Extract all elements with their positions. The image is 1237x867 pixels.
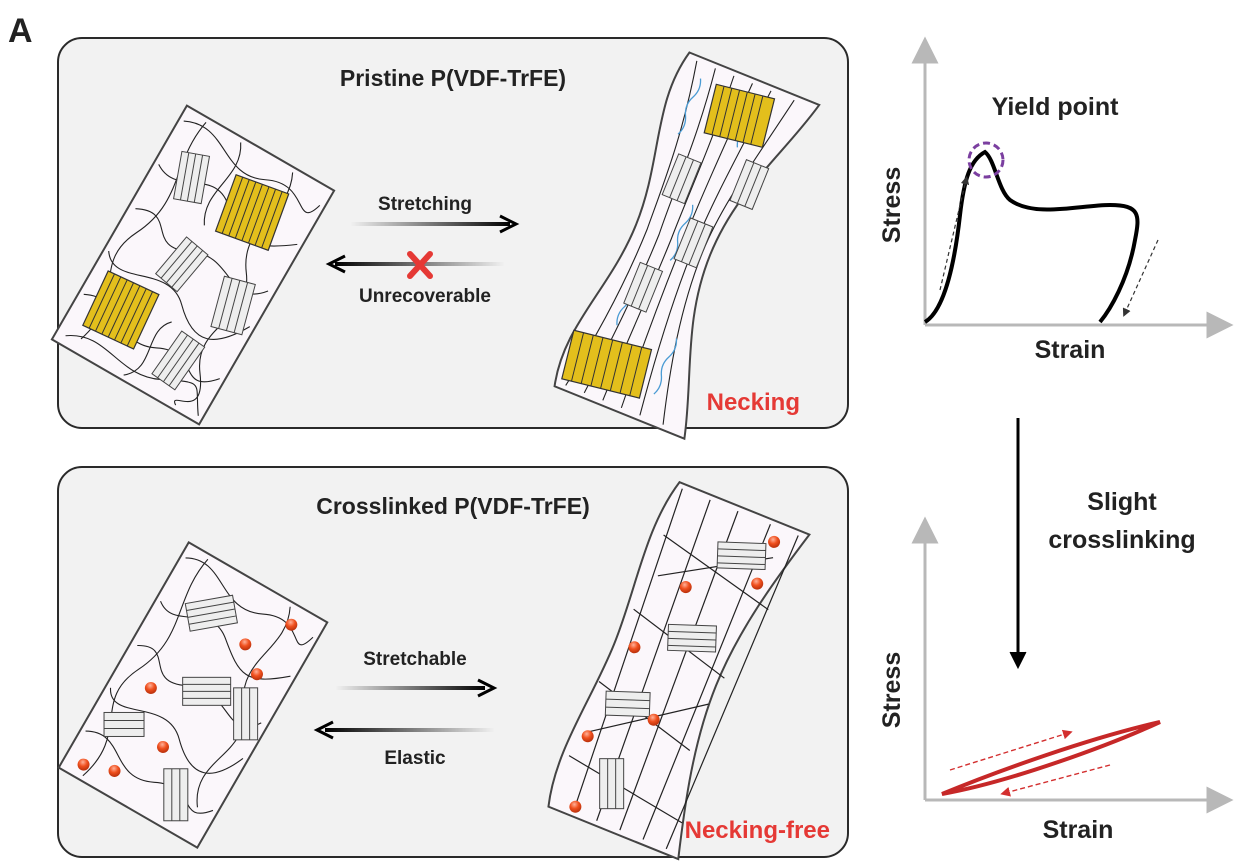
unloading-red-arrow <box>1000 764 1111 797</box>
stretched-gray-crystallites <box>599 541 767 810</box>
top-panel-title: Pristine P(VDF-TrFE) <box>340 65 566 91</box>
crosslinking-label: crosslinking <box>1048 526 1195 554</box>
necking-free-label: Necking-free <box>685 817 830 844</box>
bottom-hysteresis-loop <box>941 720 1161 796</box>
yield-point-circle <box>967 141 1005 179</box>
bottom-panel-title: Crosslinked P(VDF-TrFE) <box>316 493 589 519</box>
down-arrow-head <box>1009 651 1027 670</box>
top-plot-x-label: Strain <box>1035 336 1106 364</box>
top-stress-strain-plot: Stress Strain Yield point <box>878 36 1234 364</box>
elastic-arrow <box>325 728 495 732</box>
pristine-film-unstretched <box>50 104 336 426</box>
crosslinked-gray-crystallites <box>103 594 259 822</box>
stretchable-arrow-head <box>477 678 498 698</box>
crosslinked-film-stretched <box>547 480 811 861</box>
bottom-panel: Crosslinked P(VDF-TrFE) <box>57 466 849 861</box>
yield-point-label: Yield point <box>992 93 1120 121</box>
crosslinking-transition: Slight crosslinking <box>1009 418 1196 670</box>
unloading-direction-arrow <box>1122 239 1159 317</box>
bottom-plot-y-label: Stress <box>878 652 906 728</box>
crosslinked-amorphous-chains <box>82 557 314 814</box>
loading-red-arrow <box>949 729 1073 771</box>
elastic-arrow-head <box>313 720 334 740</box>
bottom-stress-strain-plot: Stress Strain <box>878 516 1234 844</box>
unrecoverable-label: Unrecoverable <box>359 286 491 307</box>
necking-label: Necking <box>707 389 800 416</box>
stretchable-arrow <box>335 686 485 690</box>
bottom-plot-x-label: Strain <box>1043 816 1114 844</box>
crosslink-dots <box>77 618 298 777</box>
red-x-icon <box>407 251 433 279</box>
pristine-film-necked <box>553 51 821 441</box>
slight-label: Slight <box>1087 488 1157 516</box>
yellow-crystallites <box>82 174 290 350</box>
necked-yellow-crystallites <box>561 83 776 399</box>
stretching-arrow <box>350 222 510 226</box>
stretchable-label: Stretchable <box>363 649 466 670</box>
necked-gray-crystallites <box>623 153 770 313</box>
unrecoverable-arrow-head <box>325 254 346 274</box>
stretching-arrow-head <box>499 214 520 234</box>
loading-direction-arrow <box>939 175 970 291</box>
stretching-label: Stretching <box>378 194 472 215</box>
panel-label: A <box>8 12 33 50</box>
top-panel: Pristine P(VDF-TrFE) <box>50 37 849 441</box>
crosslinked-film-unstretched <box>57 541 329 849</box>
top-stress-strain-curve <box>923 149 1140 324</box>
top-plot-y-label: Stress <box>878 167 906 243</box>
elastic-label: Elastic <box>384 748 446 769</box>
gray-crystallites <box>151 150 256 391</box>
stretched-crosslink-dots <box>569 535 781 813</box>
